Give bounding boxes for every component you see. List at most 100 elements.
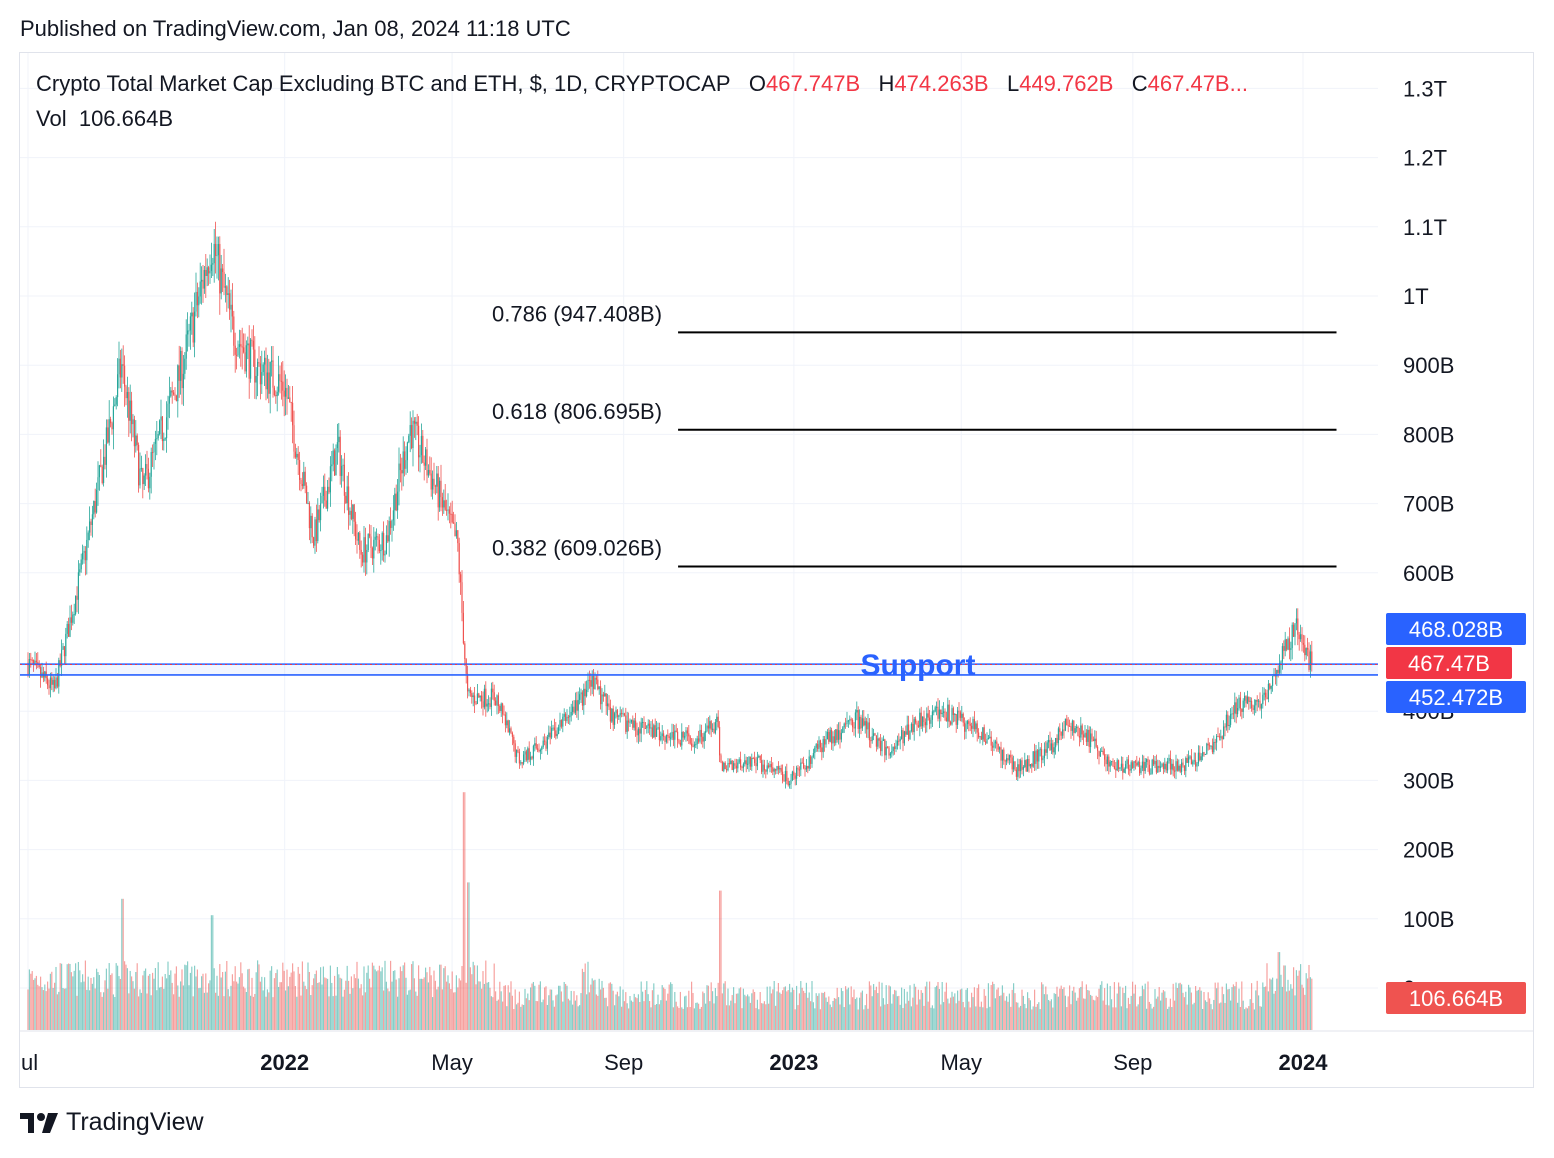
volume-bar [453, 992, 455, 1030]
candle-body [458, 543, 460, 575]
candle-body [934, 707, 936, 712]
candle-body [504, 714, 506, 726]
volume-bar [339, 977, 341, 1030]
candle-body [982, 727, 984, 740]
tradingview-brand[interactable]: TradingView [20, 1108, 204, 1137]
candle-body [777, 766, 779, 770]
volume-bar [1006, 996, 1008, 1030]
volume-bar [542, 999, 544, 1030]
candle-body [208, 267, 210, 274]
candle-body [1309, 651, 1311, 670]
volume-bar [31, 971, 33, 1030]
volume-bar [881, 982, 883, 1030]
candle-body [187, 330, 189, 335]
candle-body [310, 515, 312, 529]
candle-body [289, 397, 291, 403]
candle-body [159, 420, 161, 435]
candle-body [838, 730, 840, 740]
volume-bar [402, 965, 404, 1030]
volume-bar [968, 1001, 970, 1030]
volume-bar [1160, 1000, 1162, 1030]
candle-body [1154, 760, 1156, 765]
volume-bar [1287, 979, 1289, 1030]
candle-body [576, 700, 578, 711]
volume-bar [853, 989, 855, 1030]
volume-bar [905, 1003, 907, 1030]
volume-bar [54, 982, 56, 1030]
volume-bar [513, 1009, 515, 1030]
candle-body [366, 550, 368, 563]
candle-body [402, 451, 404, 474]
candle-body [1290, 648, 1292, 650]
volume-bar [642, 991, 644, 1030]
candle-body [1004, 760, 1006, 762]
candle-body [810, 756, 812, 764]
volume-bar [643, 1001, 645, 1030]
candle-body [539, 749, 541, 752]
volume-bar [965, 989, 967, 1030]
volume-bar [776, 991, 778, 1030]
candle-body [1028, 759, 1030, 767]
candle-body [294, 451, 296, 458]
candle-body [833, 736, 835, 743]
volume-bar [1280, 974, 1282, 1030]
candle-body [490, 688, 492, 707]
volume-bar [937, 982, 939, 1030]
volume-bar [126, 968, 128, 1030]
volume-bar [979, 1006, 981, 1030]
volume-bar [399, 966, 401, 1030]
candle-body [524, 751, 526, 755]
volume-bar [363, 966, 365, 1030]
volume-bar [252, 996, 254, 1030]
candle-body [380, 550, 382, 552]
candle-body [182, 373, 184, 389]
volume-bar [944, 991, 946, 1030]
candle-body [1001, 749, 1003, 761]
volume-bar [413, 978, 415, 1030]
candle-body [324, 486, 326, 501]
candle-body [1197, 752, 1199, 764]
x-tick-label: May [431, 1050, 473, 1075]
volume-bar [735, 993, 737, 1030]
volume-bar [975, 1006, 977, 1030]
high-value: 474.263B [894, 71, 989, 96]
volume-bar [1301, 984, 1303, 1030]
candle-body [570, 711, 572, 716]
candle-body [206, 267, 208, 276]
candle-body [261, 372, 263, 385]
volume-bar [1081, 981, 1083, 1030]
candle-body [635, 720, 637, 731]
volume-bar [1102, 1000, 1104, 1030]
candle-body [773, 769, 775, 772]
volume-bar [1088, 990, 1090, 1030]
candle-body [640, 722, 642, 734]
candle-body [1295, 618, 1297, 624]
candle-body [300, 479, 302, 484]
volume-bar [434, 980, 436, 1030]
volume-bar [1237, 1002, 1239, 1030]
volume-bar [924, 986, 926, 1030]
candle-body [1265, 692, 1267, 698]
candle-body [1235, 702, 1237, 715]
candle-body [993, 743, 995, 748]
volume-bar [279, 982, 281, 1030]
candle-body [58, 660, 60, 687]
volume-bar [205, 973, 207, 1030]
volume-bar [196, 969, 198, 1030]
candle-body [143, 475, 145, 485]
volume-bar [782, 990, 784, 1030]
volume-bar [432, 997, 434, 1030]
candle-body [692, 746, 694, 748]
candle-body [266, 372, 268, 390]
volume-bar [264, 977, 266, 1030]
chart-frame[interactable] [19, 52, 1534, 1088]
volume-bar [1052, 1007, 1054, 1030]
volume-bar [804, 992, 806, 1030]
volume-bar [472, 961, 474, 1030]
candle-body [945, 717, 947, 722]
volume-bar [1255, 990, 1257, 1030]
volume-bar [535, 1000, 537, 1030]
candle-body [1291, 624, 1293, 649]
candle-body [404, 451, 406, 469]
